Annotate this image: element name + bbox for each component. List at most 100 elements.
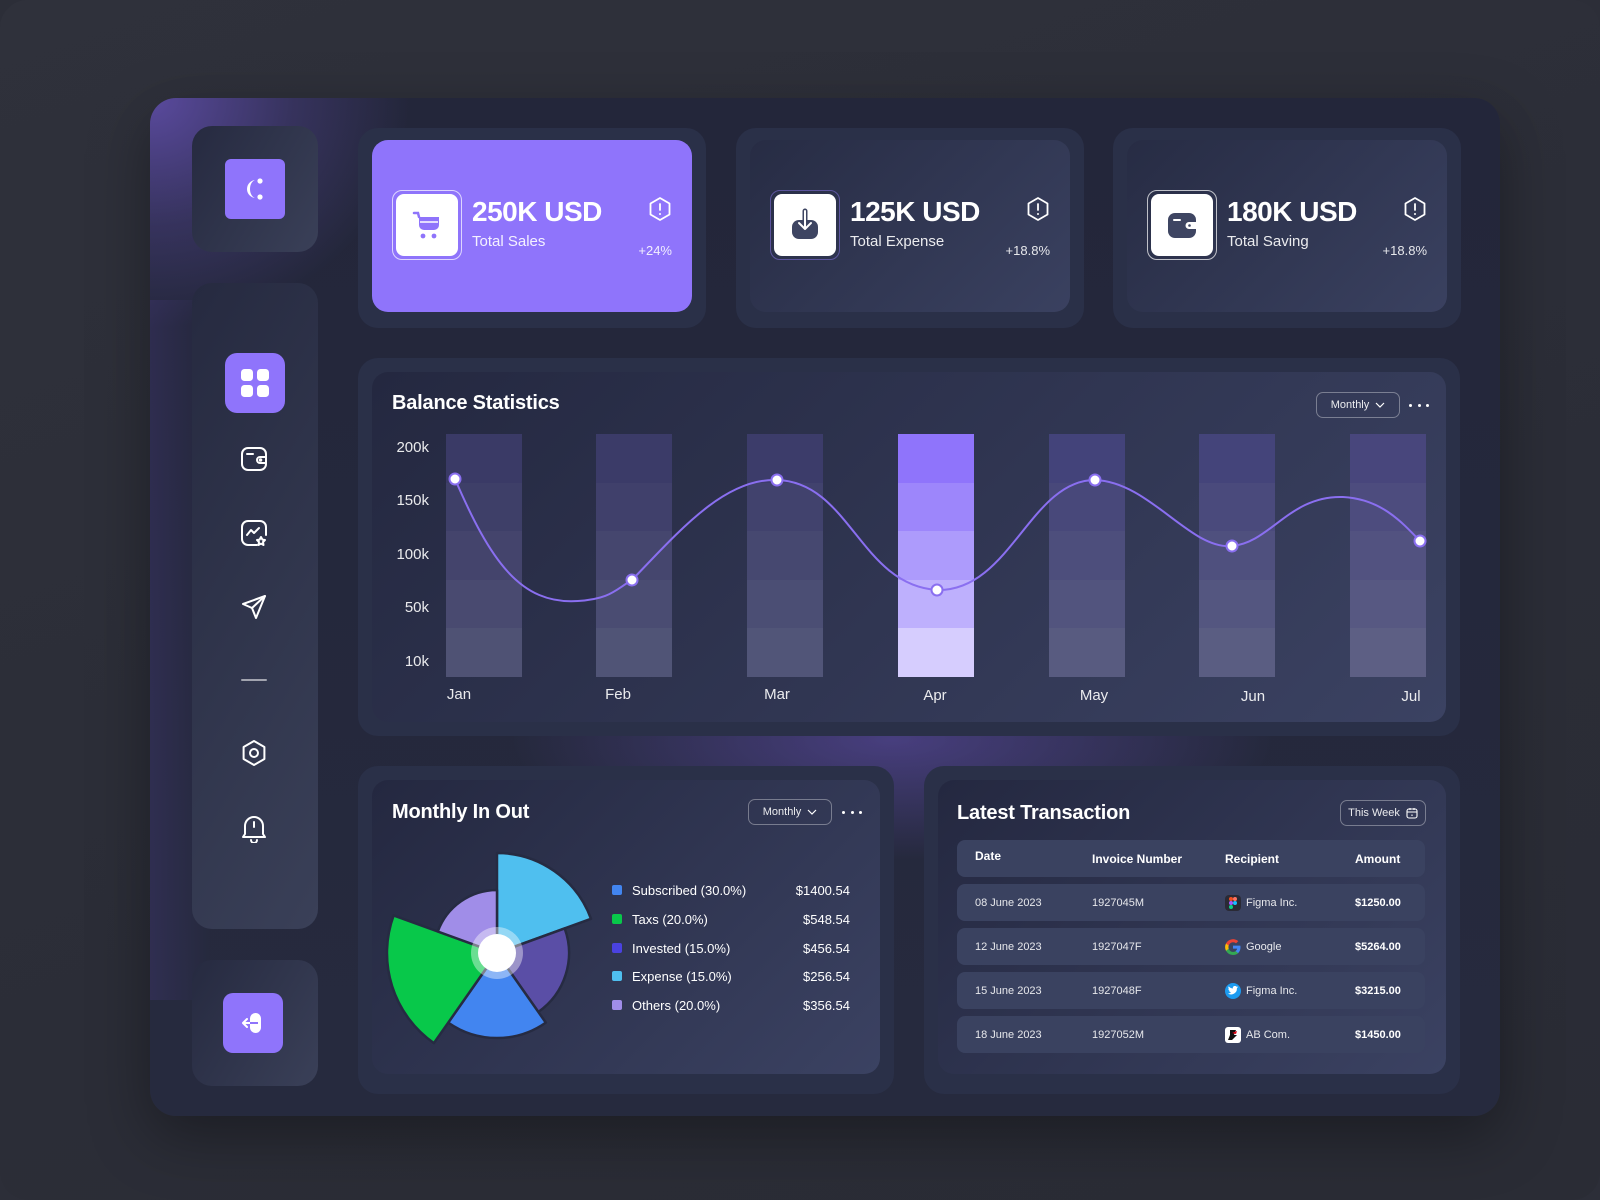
chart-bar-apr[interactable] (898, 434, 974, 677)
cell-invoice: 1927048F (1092, 984, 1142, 997)
balance-title: Balance Statistics (392, 392, 560, 414)
legend-swatch (612, 885, 622, 895)
logout-button[interactable] (223, 993, 283, 1053)
slice-taxs[interactable] (385, 914, 499, 1045)
sidebar-item-wallet[interactable] (238, 443, 270, 475)
column-header-recipient[interactable]: Recipient (1225, 851, 1280, 866)
stat-change: +18.8% (1005, 243, 1050, 258)
data-point-apr[interactable] (930, 583, 944, 597)
app-logo[interactable] (225, 159, 285, 219)
stat-card-sales-body[interactable]: 250K USD Total Sales +24% (372, 140, 692, 312)
nav-divider (241, 679, 267, 681)
stat-card-saving: 180K USD Total Saving +18.8% (1113, 128, 1461, 328)
alert-icon[interactable] (1026, 196, 1050, 222)
legend-amount: $356.54 (803, 997, 850, 1013)
legend-item-taxs[interactable]: Taxs (20.0%) $548.54 (612, 909, 850, 929)
column-header-date[interactable]: Date (975, 848, 1002, 863)
logo-icon (247, 178, 263, 200)
cell-invoice: 1927047F (1092, 940, 1142, 953)
stat-value: 125K USD (850, 196, 980, 227)
cell-amount: $3215.00 (1355, 984, 1401, 997)
data-point-jul[interactable] (1413, 534, 1427, 548)
x-tick: Apr (923, 687, 947, 704)
chart-bar-may[interactable] (1049, 434, 1125, 677)
chart-bar-jun[interactable] (1199, 434, 1275, 677)
data-point-jan[interactable] (448, 472, 462, 486)
legend-label: Subscribed (30.0%) (632, 882, 747, 898)
legend-label: Expense (15.0%) (632, 968, 732, 984)
alert-icon[interactable] (1403, 196, 1427, 222)
chart-bar-mar[interactable] (747, 434, 823, 677)
legend-item-subscribed[interactable]: Subscribed (30.0%) $1400.54 (612, 880, 850, 900)
dropdown-label: Monthly (762, 806, 802, 818)
more-dot (1426, 403, 1429, 407)
stat-icon-frame (770, 190, 840, 260)
data-point-jun[interactable] (1225, 539, 1239, 553)
chart-bar-jan[interactable] (446, 434, 522, 677)
chart-bar-feb[interactable] (596, 434, 672, 677)
x-tick: Jul (1401, 688, 1421, 705)
y-tick: 200k (396, 439, 429, 456)
cell-recipient: Figma Inc. (1225, 884, 1297, 921)
data-point-mar[interactable] (770, 473, 784, 487)
column-header-amount[interactable]: Amount (1355, 851, 1401, 866)
table-row[interactable]: 12 June 2023 1927047F Google $5264.00 (957, 928, 1425, 965)
balance-period-dropdown[interactable]: Monthly (1316, 392, 1400, 418)
stat-value: 250K USD (472, 196, 602, 227)
chevron-down-icon (807, 809, 817, 815)
transactions-title: Latest Transaction (957, 802, 1131, 824)
legend-label: Others (20.0%) (632, 997, 721, 1013)
data-point-feb[interactable] (625, 573, 639, 587)
transactions-period-dropdown[interactable]: This Week (1340, 800, 1426, 826)
column-header-invoice[interactable]: Invoice Number (1092, 851, 1183, 866)
legend-label: Taxs (20.0%) (632, 911, 708, 927)
more-dot (859, 810, 862, 814)
legend-item-others[interactable]: Others (20.0%) $356.54 (612, 995, 850, 1015)
y-tick: 150k (396, 492, 429, 509)
legend-item-invested[interactable]: Invested (15.0%) $456.54 (612, 938, 850, 958)
cart-icon (412, 211, 439, 239)
legend-amount: $456.54 (803, 940, 850, 956)
sidebar-item-send[interactable] (238, 591, 270, 623)
wallet-icon (241, 447, 267, 471)
cell-date: 15 June 2023 (975, 984, 1042, 997)
stat-label: Total Sales (472, 233, 546, 250)
slice-others[interactable] (436, 888, 499, 955)
legend-swatch (612, 943, 622, 953)
cell-recipient: AB Com. (1225, 1016, 1290, 1053)
recipient-name: Figma Inc. (1246, 896, 1298, 909)
table-row[interactable]: 18 June 2023 1927052M AB Com. $1450.00 (957, 1016, 1425, 1053)
recipient-name: AB Com. (1246, 1028, 1291, 1041)
legend-amount: $548.54 (803, 911, 850, 927)
legend-item-expense[interactable]: Expense (15.0%) $256.54 (612, 966, 850, 986)
slice-subscribed[interactable] (446, 951, 548, 1040)
chart-center (478, 934, 516, 972)
table-row[interactable]: 08 June 2023 1927045M Figma Inc. $1250.0… (957, 884, 1425, 921)
cell-date: 18 June 2023 (975, 1028, 1042, 1041)
balance-more-button[interactable] (1409, 399, 1429, 411)
send-icon (242, 595, 266, 619)
x-tick: Jun (1240, 688, 1266, 705)
chart-bar-jul[interactable] (1350, 434, 1426, 677)
table-row[interactable]: 15 June 2023 1927048F Figma Inc. $3215.0… (957, 972, 1425, 1009)
monthly-more-button[interactable] (842, 806, 862, 818)
sidebar-item-dashboard[interactable] (225, 353, 285, 413)
balance-line (454, 478, 1421, 603)
data-point-may[interactable] (1088, 473, 1102, 487)
stat-card-expense-body[interactable]: 125K USD Total Expense +18.8% (750, 140, 1070, 312)
stat-icon-frame (1147, 190, 1217, 260)
sidebar-item-settings[interactable] (238, 737, 270, 769)
more-dot (842, 810, 845, 814)
monthly-period-dropdown[interactable]: Monthly (748, 799, 832, 825)
x-tick: Jan (446, 686, 472, 703)
stat-change: +24% (638, 243, 672, 258)
stat-value: 180K USD (1227, 196, 1357, 227)
sidebar-item-analytics[interactable] (238, 517, 270, 549)
alert-icon[interactable] (648, 196, 672, 222)
more-dot (1409, 403, 1412, 407)
stat-label: Total Expense (850, 233, 945, 250)
stat-card-saving-body[interactable]: 180K USD Total Saving +18.8% (1127, 140, 1447, 312)
slice-expense[interactable] (495, 851, 593, 955)
sidebar-item-notifications[interactable] (238, 812, 270, 844)
